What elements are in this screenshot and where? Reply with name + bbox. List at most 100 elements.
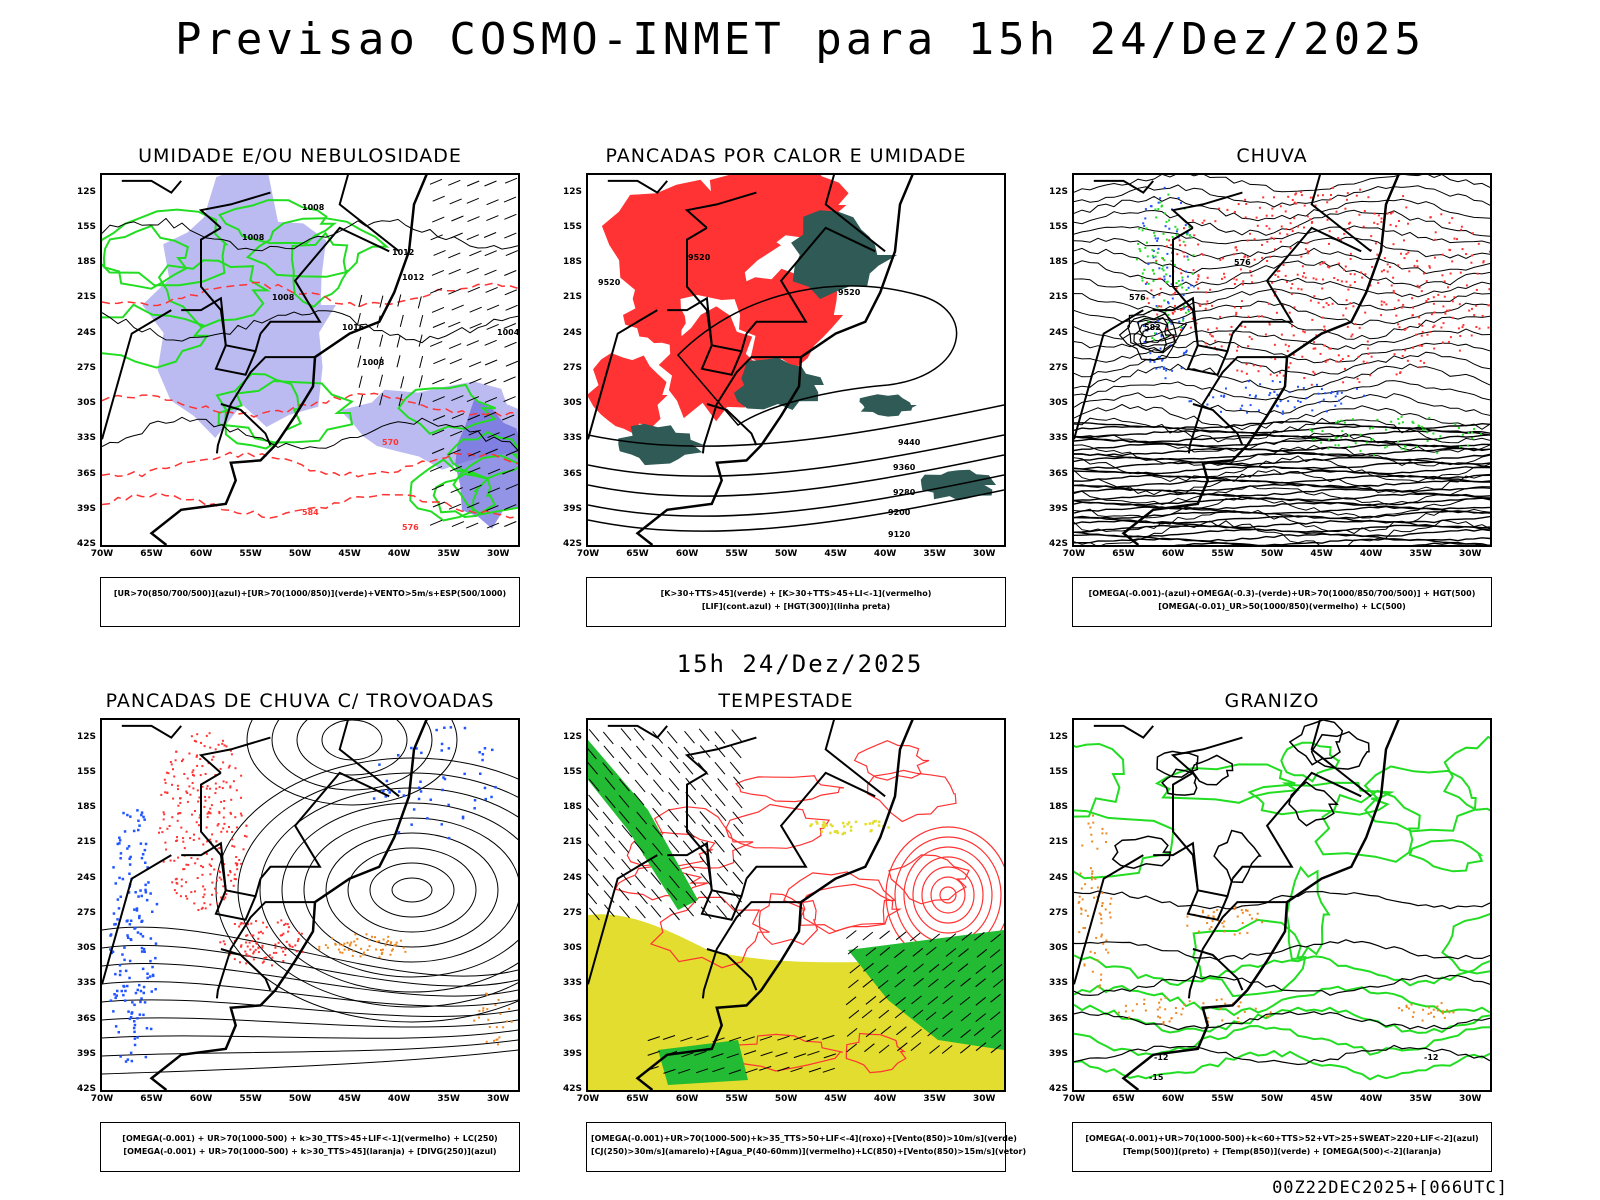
contour-label: 1008 — [272, 293, 295, 302]
thunder-red-cell — [220, 800, 223, 803]
jet-yellow-cell — [849, 829, 853, 832]
divergence-blue-cell — [138, 916, 141, 920]
jet-yellow-cell — [835, 830, 839, 833]
wind-arrow — [418, 375, 423, 388]
rain-blue-cell — [1177, 197, 1180, 199]
thunder-red-cell — [214, 792, 217, 795]
thunder-red-cell — [200, 864, 203, 867]
thunder-red-cell — [189, 837, 192, 840]
thunder-red-cell — [225, 745, 228, 748]
jet-yellow-cell — [864, 822, 867, 826]
omega-orange-cell — [1269, 1011, 1272, 1014]
thunder-red-cell — [182, 758, 185, 761]
divergence-blue-cell — [112, 866, 115, 869]
rain-red-cell — [1352, 305, 1355, 308]
rain-red-cell — [1338, 262, 1341, 265]
thunder-red-cell — [283, 924, 286, 926]
rain-red-cell — [1257, 370, 1260, 373]
rain-red-cell — [1477, 242, 1480, 245]
rain-red-cell — [1459, 271, 1462, 274]
thunder-orange-cell — [497, 1043, 499, 1046]
divergence-blue-cell — [138, 824, 141, 827]
rain-red-cell — [1287, 345, 1290, 348]
rain-green-cell — [1343, 421, 1346, 424]
wind-vector — [912, 1009, 924, 1019]
divergence-blue-cell — [443, 726, 446, 729]
temp-850-contour — [1192, 918, 1307, 998]
country-border — [701, 356, 801, 454]
thunder-orange-cell — [380, 949, 382, 951]
rain-blue-cell — [1244, 386, 1247, 389]
divergence-blue-cell — [138, 914, 141, 918]
rain-green-cell — [1181, 276, 1184, 279]
rain-red-cell — [1364, 311, 1367, 314]
divergence-blue-cell — [147, 881, 150, 884]
rain-red-cell — [1198, 303, 1201, 306]
thunder-red-cell — [288, 943, 291, 946]
lat-tick-label: 39S — [76, 1048, 96, 1059]
lat-tick-label: 21S — [1048, 292, 1068, 303]
rain-red-cell — [1181, 308, 1184, 311]
thunder-orange-cell — [404, 950, 407, 953]
thunder-red-cell — [236, 862, 239, 865]
rain-blue-cell — [1154, 237, 1157, 240]
thunder-red-cell — [250, 934, 253, 937]
rain-red-cell — [1245, 203, 1248, 205]
wind-arrow — [431, 484, 445, 491]
rain-red-cell — [1416, 259, 1419, 262]
lat-tick-label: 30S — [1048, 398, 1068, 409]
rain-red-cell — [1458, 303, 1461, 306]
rain-red-cell — [1159, 277, 1162, 280]
rain-green-cell — [1426, 431, 1429, 434]
divergence-blue-cell — [119, 857, 122, 860]
omega-orange-cell — [1102, 942, 1105, 945]
omega-orange-cell — [1135, 1003, 1138, 1006]
wind-vector — [974, 931, 985, 941]
thunder-red-cell — [186, 800, 189, 803]
thunder-red-cell — [206, 816, 209, 819]
thunder-orange-cell — [486, 993, 489, 996]
wind-vector — [911, 995, 922, 1005]
thunder-red-cell — [199, 758, 202, 760]
rain-blue-cell — [1180, 201, 1182, 204]
rain-blue-cell — [1322, 398, 1325, 401]
lat-tick-label: 18S — [562, 257, 582, 268]
rain-red-cell — [1413, 264, 1416, 267]
omega-orange-cell — [1095, 936, 1098, 939]
thunder-red-cell — [183, 773, 186, 775]
wind-vector — [732, 859, 744, 872]
omega-orange-cell — [1254, 1007, 1257, 1010]
rain-red-cell — [1471, 232, 1474, 235]
rain-red-cell — [1289, 222, 1292, 225]
low-pressure-contour — [1141, 325, 1165, 343]
contour-label: 9520 — [838, 288, 861, 297]
thunder-red-cell — [240, 774, 243, 777]
rain-red-cell — [1366, 340, 1369, 343]
rain-red-cell — [1250, 274, 1253, 277]
divergence-blue-cell — [142, 815, 145, 819]
thunder-orange-cell — [352, 950, 355, 953]
rain-blue-cell — [1271, 380, 1274, 383]
rain-red-cell — [1269, 255, 1272, 258]
rain-red-cell — [1278, 232, 1281, 235]
rain-green-cell — [1168, 219, 1170, 222]
thunder-orange-cell — [354, 933, 357, 936]
rain-blue-cell — [1167, 302, 1170, 305]
rain-red-cell — [1344, 207, 1347, 210]
rain-red-cell — [1323, 325, 1326, 328]
lon-tick-label: 65W — [1112, 1094, 1135, 1104]
omega-orange-cell — [1261, 921, 1264, 924]
thunder-orange-cell — [341, 944, 344, 947]
omega-orange-cell — [1091, 840, 1094, 843]
wind-vector — [618, 887, 630, 901]
rain-green-cell — [1159, 201, 1162, 204]
lon-tick-label: 60W — [189, 549, 213, 559]
wind-vector — [681, 1052, 694, 1058]
rain-blue-cell — [1336, 392, 1339, 395]
omega-orange-cell — [1080, 908, 1083, 911]
wind-arrow — [485, 286, 498, 293]
wind-vector — [777, 1035, 790, 1041]
divergence-blue-cell — [129, 919, 133, 922]
lat-tick-label: 42S — [1048, 539, 1068, 549]
wind-vector — [958, 948, 969, 958]
